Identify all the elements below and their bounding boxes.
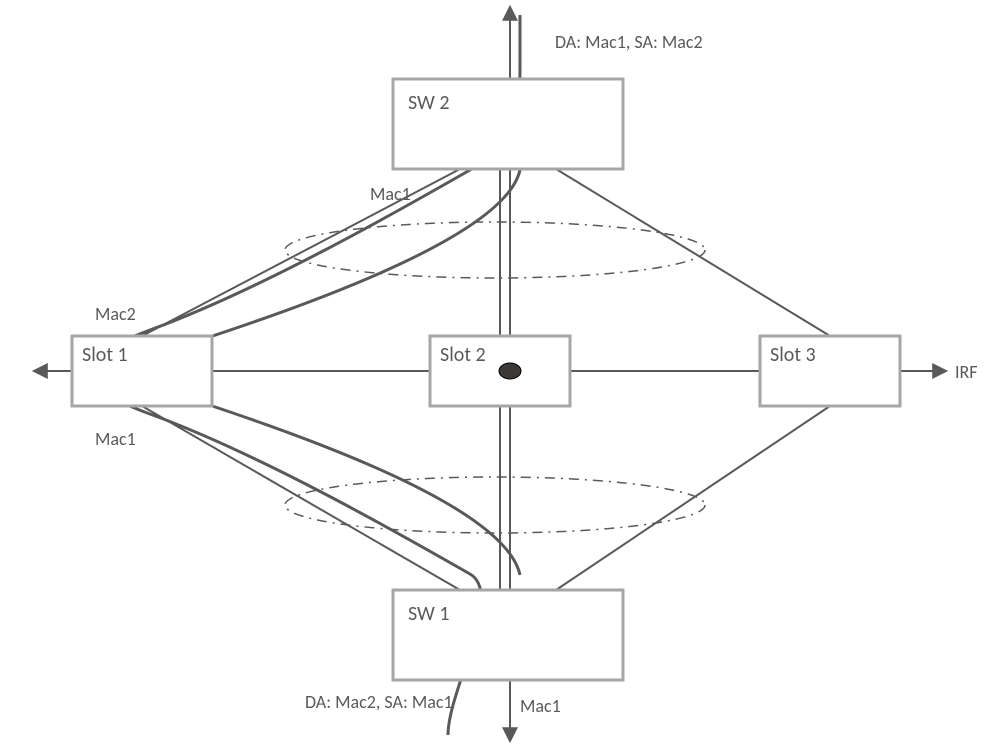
connection-line: [142, 169, 460, 336]
aggregation-ellipse: [285, 222, 705, 278]
node-label-slot3: Slot 3: [770, 343, 816, 367]
nodes: SW 2 SW 1 Slot 1 Slot 2 Slot 3: [72, 79, 900, 680]
connection-line: [556, 406, 830, 590]
label-irf: IRF: [955, 361, 978, 383]
node-label-sw1: SW 1: [408, 602, 450, 626]
center-dot: [499, 363, 521, 379]
label-mac1-bottom: Mac1: [520, 695, 561, 717]
node-label-slot1: Slot 1: [82, 343, 128, 367]
connection-line: [556, 169, 830, 336]
label-mac1-top: Mac1: [370, 183, 411, 205]
connection-line: [142, 406, 460, 590]
node-label-slot2: Slot 2: [440, 343, 486, 367]
label-mac2-left: Mac2: [95, 303, 136, 325]
label-top-da-sa: DA: Mac1, SA: Mac2: [555, 31, 703, 53]
node-label-sw2: SW 2: [408, 91, 450, 115]
label-mac1-left: Mac1: [95, 428, 136, 450]
label-bottom-da-sa: DA: Mac2, SA: Mac1: [305, 691, 453, 713]
